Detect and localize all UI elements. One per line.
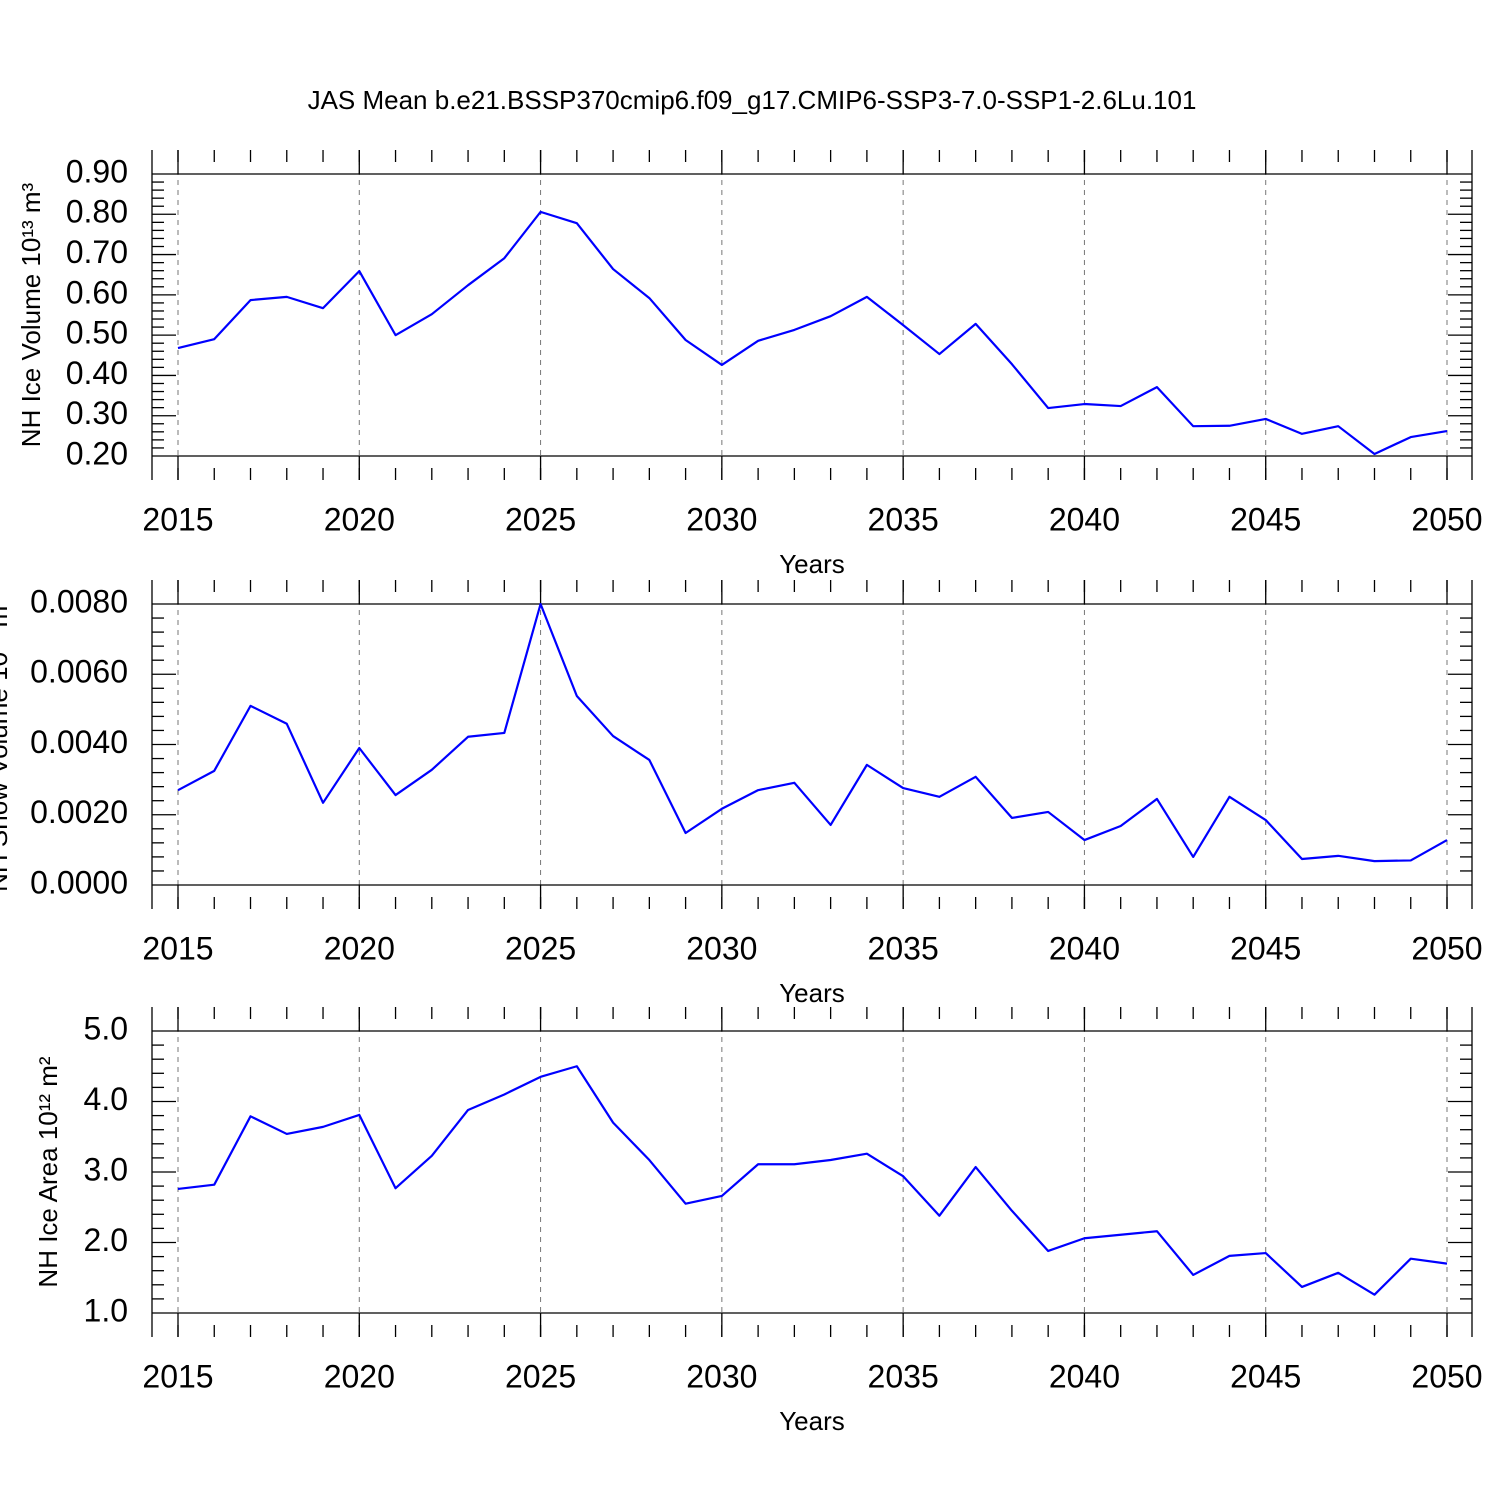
y-tick-label: 2.0	[84, 1222, 128, 1258]
x-tick-label: 2025	[505, 501, 576, 537]
data-line	[177, 1065, 1448, 1296]
x-axis-label: Years	[779, 978, 845, 1008]
x-tick-label: 2035	[868, 1358, 939, 1394]
x-tick-label: 2040	[1049, 930, 1120, 966]
y-tick-label: 0.30	[66, 395, 128, 431]
x-tick-label: 2050	[1411, 1358, 1482, 1394]
y-tick-label: 0.0000	[30, 864, 128, 900]
y-tick-label: 0.0060	[30, 654, 128, 690]
x-tick-label: 2050	[1411, 930, 1482, 966]
y-tick-label: 0.50	[66, 315, 128, 351]
y-tick-label: 0.80	[66, 194, 128, 230]
x-tick-label: 2035	[868, 501, 939, 537]
y-tick-label: 0.0080	[30, 583, 128, 619]
y-axis-label: NH Ice Area 10¹² m²	[33, 1056, 63, 1288]
y-tick-label: 0.0020	[30, 794, 128, 830]
y-tick-label: 0.90	[66, 153, 128, 189]
x-tick-label: 2050	[1411, 501, 1482, 537]
y-tick-label: 5.0	[84, 1010, 128, 1046]
x-tick-label: 2025	[505, 1358, 576, 1394]
y-tick-label: 0.40	[66, 355, 128, 391]
x-tick-label: 2030	[686, 501, 757, 537]
y-tick-label: 0.20	[66, 435, 128, 471]
x-tick-label: 2045	[1230, 501, 1301, 537]
x-tick-label: 2035	[868, 930, 939, 966]
x-tick-label: 2020	[324, 1358, 395, 1394]
data-line	[177, 210, 1448, 456]
y-tick-label: 0.60	[66, 274, 128, 310]
x-tick-label: 2015	[142, 1358, 213, 1394]
y-axis-label: NH Snow Volume 10¹³ m³	[0, 597, 13, 892]
x-tick-label: 2025	[505, 930, 576, 966]
x-tick-label: 2020	[324, 501, 395, 537]
y-tick-label: 3.0	[84, 1151, 128, 1187]
x-tick-label: 2020	[324, 930, 395, 966]
figure-title: JAS Mean b.e21.BSSP370cmip6.f09_g17.CMIP…	[308, 85, 1197, 115]
x-axis-label: Years	[779, 1406, 845, 1436]
x-axis-label: Years	[779, 549, 845, 579]
x-tick-label: 2015	[142, 501, 213, 537]
x-tick-label: 2045	[1230, 930, 1301, 966]
x-tick-label: 2040	[1049, 1358, 1120, 1394]
y-tick-label: 0.70	[66, 234, 128, 270]
x-tick-label: 2045	[1230, 1358, 1301, 1394]
x-tick-label: 2030	[686, 1358, 757, 1394]
y-tick-label: 1.0	[84, 1292, 128, 1328]
y-tick-label: 0.0040	[30, 724, 128, 760]
y-tick-label: 4.0	[84, 1081, 128, 1117]
x-tick-label: 2040	[1049, 501, 1120, 537]
x-tick-label: 2030	[686, 930, 757, 966]
y-axis-label: NH Ice Volume 10¹³ m³	[16, 182, 46, 447]
x-tick-label: 2015	[142, 930, 213, 966]
data-line	[177, 602, 1448, 863]
